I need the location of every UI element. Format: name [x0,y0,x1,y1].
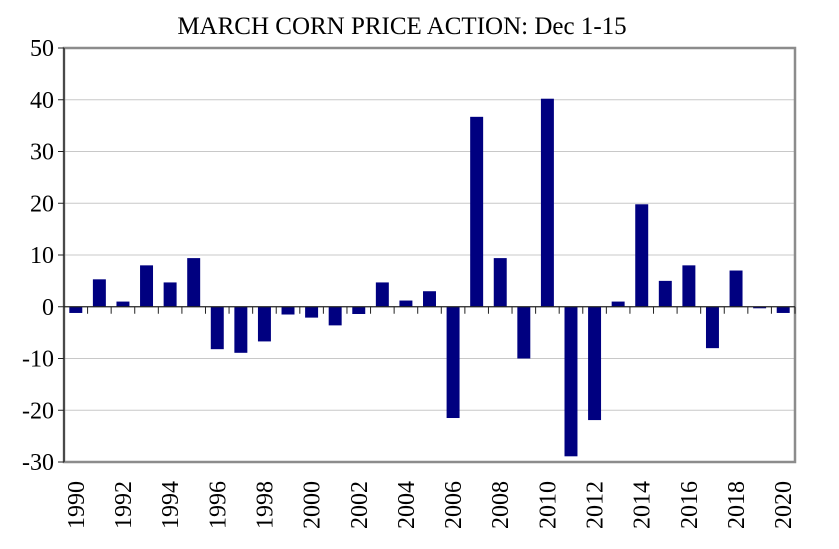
bar-2017 [705,306,719,349]
x-tick-label: 2006 [441,481,467,529]
axes [58,46,797,464]
bar-1990 [69,306,83,313]
x-tick-label: 2012 [583,481,609,529]
bar-1992 [116,301,130,307]
x-tick-label: 1992 [111,481,137,529]
bar-2002 [352,306,366,314]
bar-1996 [210,306,224,350]
bar-2001 [328,306,342,326]
y-tick-label: 40 [30,88,54,114]
y-tick-label: 50 [30,36,54,62]
y-tick-label: 0 [42,295,54,321]
x-tick-label: 2020 [771,481,797,529]
bar-2006 [446,306,460,419]
bar-2007 [470,116,484,307]
x-tick-label: 1998 [252,481,278,529]
x-tick-label: 2004 [394,481,420,529]
bar-2004 [399,300,413,307]
y-tick-label: 20 [30,191,54,217]
x-tick-label: 2016 [677,481,703,529]
bar-2019 [753,306,767,309]
y-tick-label: 10 [30,243,54,269]
bar-2005 [423,291,436,307]
bar-2012 [588,306,602,421]
y-tick-label: -20 [22,398,54,424]
bar-2003 [375,282,389,307]
x-tick-label: 1994 [158,481,184,529]
bar-2014 [635,204,649,307]
x-tick-label: 2018 [724,481,750,529]
x-tick-label: 1996 [205,481,231,529]
bar-2013 [611,301,625,307]
chart-title: MARCH CORN PRICE ACTION: Dec 1-15 [177,13,626,40]
x-tick-label: 2002 [347,481,373,529]
bar-2008 [493,258,507,307]
gridlines [64,99,795,411]
bars [69,98,790,457]
y-tick-label: -10 [22,347,54,373]
bar-1994 [163,282,177,307]
y-tick-label: -30 [22,450,54,476]
bar-2016 [682,265,696,307]
bar-2015 [658,280,672,307]
bar-1995 [187,258,201,307]
bar-2018 [729,270,743,307]
bar-1993 [140,265,154,307]
bar-1998 [257,306,271,342]
x-tick-label: 1990 [64,481,90,529]
y-tick-label: 30 [30,140,54,166]
x-tick-label: 2008 [488,481,514,529]
y-tick-labels: 50 40 30 20 10 0 -10 -20 -30 [22,36,54,476]
bar-1999 [281,306,295,315]
bar-2011 [564,306,578,457]
bar-1991 [92,279,106,307]
bar-2000 [305,306,319,318]
bar-2009 [517,306,531,359]
x-tick-labels: 1990 1992 1994 1996 1998 2000 2002 2004 2006 2008… [64,481,797,529]
x-tick-label: 2010 [535,481,561,529]
bar-2020 [776,306,790,313]
x-tick-label: 2000 [300,481,326,529]
x-tick-label: 2014 [630,481,656,529]
bar-2010 [540,98,554,307]
bar-1997 [234,306,248,353]
